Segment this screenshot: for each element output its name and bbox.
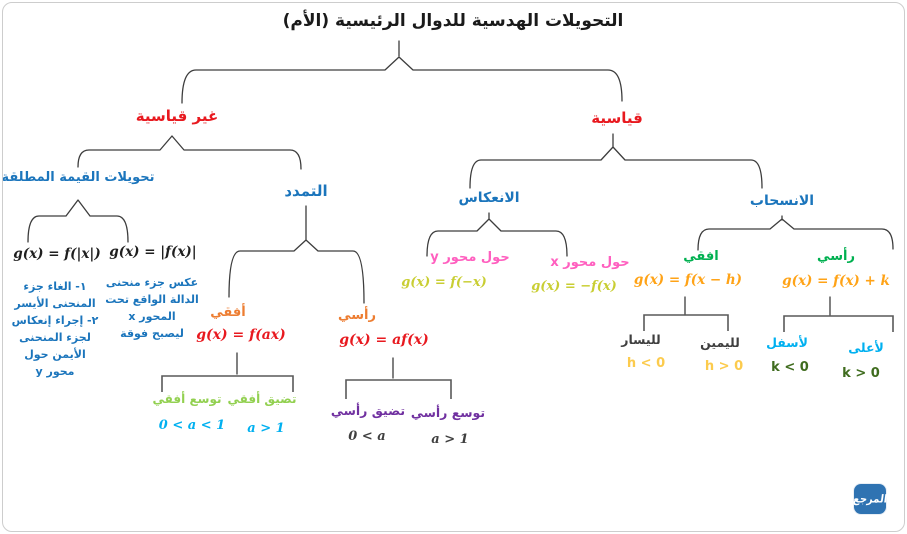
condition-translate-down: k < 0 [771,360,809,375]
node-dilation-horizontal: أفقي [210,305,246,320]
connector-absolute-value [27,199,129,243]
formula-reflection-about-x: g(x) = −f(x) [531,279,617,294]
node-horizontal-expansion: توسع أفقي [152,392,222,406]
node-horizontal-compression: تضيق أفقي [227,392,297,406]
condition-horizontal-compression: a > 1 [247,421,285,436]
connector-translation [697,215,894,251]
connector-reflection [426,212,568,257]
note-line: محور y [35,365,75,378]
connector-translation-horizontal-bracket [643,314,729,331]
node-translate-up: لأعلى [848,340,884,355]
node-translation-vertical: رأسي [817,249,855,264]
connector-standard [469,133,763,189]
node-standard: قياسية [591,109,643,127]
condition-vertical-compression: 0 < a [348,429,386,444]
notes-f-of-abs-x: ١- الغاء جزء المنحنى الأيسر ٢- إجراء إنع… [2,278,108,380]
node-translate-left: لليسار [621,332,661,347]
note-line: الأيمن حول [24,348,86,361]
connector-dilation-vertical-bracket [345,379,452,399]
condition-translate-up: k > 0 [842,366,880,381]
node-translate-right: لليمين [700,335,740,350]
note-line: الدالة الواقع تحت [105,293,199,306]
note-line: عكس جزء منحنى [105,276,199,289]
condition-horizontal-expansion: 0 < a < 1 [158,418,226,433]
condition-vertical-expansion: a > 1 [431,432,469,447]
note-line: ليصبح فوقة [120,327,184,340]
almarjea-logo-text: المرجع [852,492,888,506]
formula-dilation-vertical: g(x) = af(x) [339,332,429,348]
node-nonstandard: غير قياسية [135,107,219,125]
node-translation-horizontal: افقي [683,249,719,264]
note-line: لجزء المنحنى [19,331,91,344]
connector-root [181,40,623,104]
note-line: المحور x [128,310,176,323]
note-line: ٢- إجراء إنعكاس [11,314,99,327]
formula-translation-horizontal: g(x) = f(x − h) [633,272,743,288]
almarjea-logo: المرجع [852,484,888,514]
formula-reflection-about-y: g(x) = f(−x) [401,275,487,290]
connector-dilation [228,205,365,304]
formula-dilation-horizontal: g(x) = f(ax) [196,327,286,343]
node-dilation-vertical: رأسي [338,308,376,323]
connector-dilation-horizontal-bracket [161,375,294,392]
condition-translate-left: h < 0 [626,356,666,371]
connector-translation-vertical-bracket [783,315,894,332]
condition-translate-right: h > 0 [704,359,744,374]
formula-f-of-abs-x: g(x) = f(|x|) [13,246,101,262]
node-reflection: الانعكاس [458,190,520,206]
node-vertical-expansion: توسع رأسي [410,405,486,420]
node-absolute-value-transforms: تحويلات القيمة المطلقة [1,170,155,185]
node-reflection-about-y: حول محور y [430,250,510,265]
formula-translation-vertical: g(x) = f(x) + k [782,273,890,289]
node-translation: الانسحاب [749,193,815,209]
node-reflection-about-x: حول محور x [550,255,630,270]
node-translate-down: لأسفل [766,335,808,350]
diagram-title: التحويلات الهدسية للدوال الرئيسية (الأم) [282,11,624,31]
connector-nonstandard [77,135,302,170]
notes-abs-of-f-x: عكس جزء منحنى الدالة الواقع تحت المحور x… [104,274,200,342]
node-dilation: التمدد [284,182,328,200]
node-vertical-compression: تضيق رأسي [330,403,406,418]
note-line: ١- الغاء جزء [23,280,87,293]
note-line: المنحنى الأيسر [14,297,96,310]
formula-abs-of-f-x: g(x) = |f(x)| [109,244,197,260]
